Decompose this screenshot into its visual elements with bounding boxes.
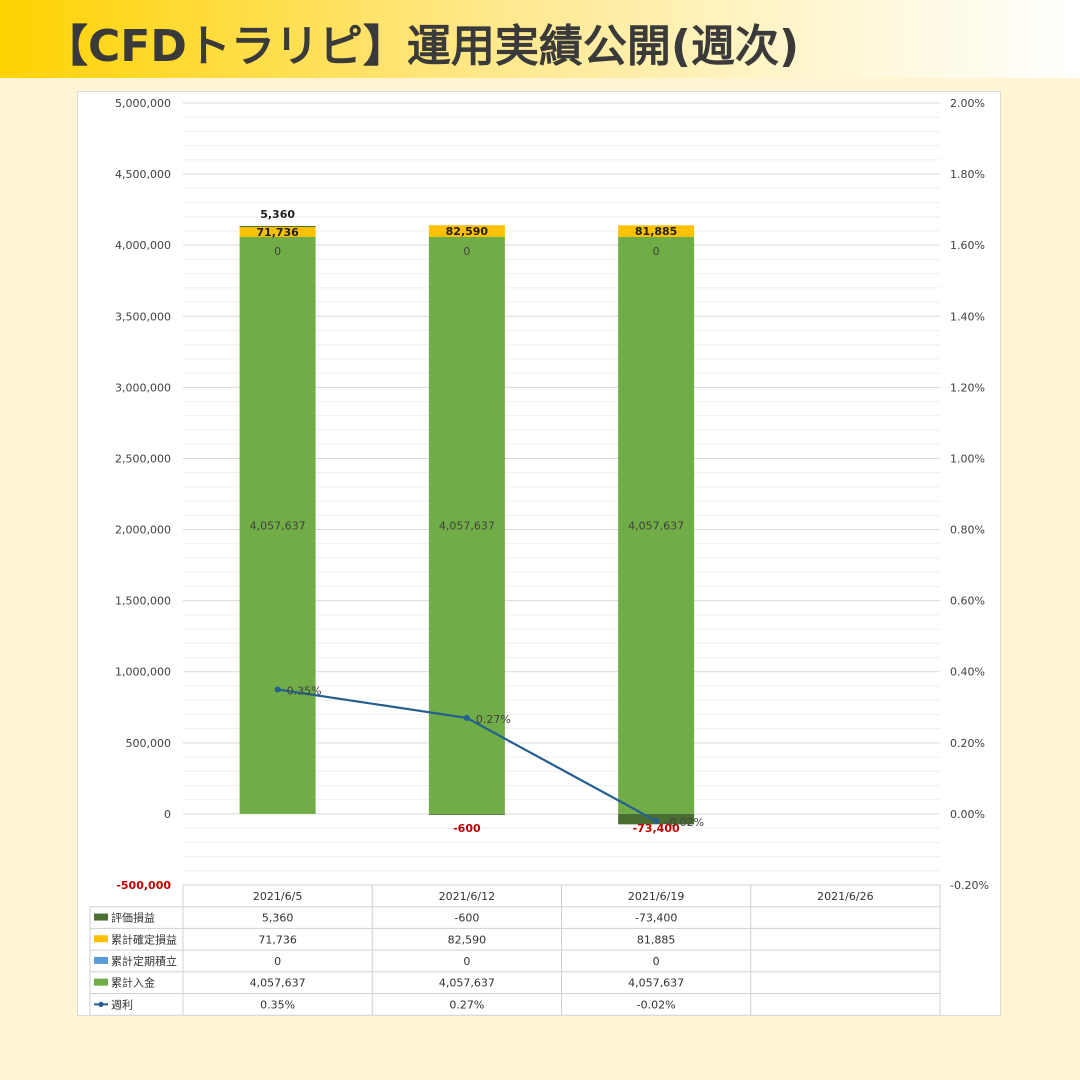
legend-series-name: 累計入金 [111,976,155,990]
right-axis-tick-label: 0.80% [950,524,985,537]
table-cell-value: 0 [463,955,470,968]
data-label-hyouka: 5,360 [260,208,295,221]
data-label-nyukin: 4,057,637 [628,519,684,532]
left-axis-tick-label: 1,000,000 [115,666,171,679]
data-label-teiki: 0 [653,245,660,258]
table-cell-value: 0 [274,955,281,968]
right-axis-tick-label: 0.60% [950,595,985,608]
right-axis-tick-label: 1.00% [950,452,985,465]
legend-key-swatch [94,956,108,964]
table-cell-value: 0.35% [260,998,295,1011]
x-axis-category-label: 2021/6/5 [253,890,302,903]
table-cell-value: -73,400 [635,912,677,925]
right-axis-tick-label: 2.00% [950,97,985,110]
data-label-kakutei: 81,885 [635,225,677,238]
table-cell-value: 0.27% [449,998,484,1011]
data-label-hyouka: -73,400 [633,822,680,835]
table-cell-value: 4,057,637 [439,977,495,990]
bar-nyukin [239,236,316,814]
data-label-nyukin: 4,057,637 [439,519,495,532]
x-axis-category-label: 2021/6/12 [439,890,495,903]
table-cell-value: 0 [653,955,660,968]
legend-key-marker [98,1001,104,1007]
data-label-shuuri: -0.02% [665,816,704,829]
bar-hyouka [239,226,316,228]
line-point-shuuri [463,714,470,721]
x-axis-category-label: 2021/6/19 [628,890,684,903]
right-axis-tick-label: 1.80% [950,168,985,181]
table-cell-value: -0.02% [637,998,676,1011]
header-banner: 【CFDトラリピ】運用実績公開(週次) [0,0,1080,78]
weekly-performance-chart: -500,000 0 500,000 1,000,000 1,500,000 2,000,… [89,97,989,1015]
chart-card: -500,000 0 500,000 1,000,000 1,500,000 2,000,… [77,91,1001,1016]
left-axis-tick-label: 1,500,000 [115,595,171,608]
left-axis-tick-label: 5,000,000 [115,97,171,110]
left-axis-tick-label: 4,000,000 [115,239,171,252]
x-axis-category-label: 2021/6/26 [817,890,873,903]
left-axis-tick-label: 500,000 [126,737,172,750]
legend-key-swatch [94,935,108,943]
left-axis-tick-label: 3,000,000 [115,381,171,394]
left-axis-tick-label: 2,500,000 [115,452,171,465]
bar-kakutei [618,225,695,237]
line-point-shuuri [653,818,660,825]
right-axis-tick-label: -0.20% [950,879,989,892]
data-label-kakutei: 71,736 [256,226,299,239]
legend-key-swatch [94,913,108,921]
data-label-kakutei: 82,590 [446,225,489,238]
right-axis-tick-label: 0.20% [950,737,985,750]
legend-series-name: 累計定期積立 [111,954,177,968]
data-label-hyouka: -600 [453,822,481,835]
data-label-teiki: 0 [463,245,470,258]
bar-kakutei [239,226,316,237]
right-axis-tick-label: 0.40% [950,666,985,679]
table-cell-value: 4,057,637 [628,977,684,990]
left-axis-tick-label: 4,500,000 [115,168,171,181]
right-axis-tick-label: 1.40% [950,310,985,323]
bar-kakutei [428,225,505,237]
legend-series-name: 週利 [111,998,133,1011]
page-title: 【CFDトラリピ】運用実績公開(週次) [44,21,800,72]
data-label-shuuri: 0.35% [287,685,322,698]
data-label-nyukin: 4,057,637 [250,519,306,532]
data-label-shuuri: 0.27% [476,713,511,726]
legend-series-name: 評価損益 [111,911,155,925]
table-cell-value: 71,736 [258,933,297,946]
bar-nyukin [618,236,695,814]
legend-series-name: 累計確定損益 [111,932,177,946]
table-cell-value: 5,360 [262,912,294,925]
left-axis-tick-label: 3,500,000 [115,310,171,323]
table-cell-value: 4,057,637 [250,977,306,990]
left-axis-tick-label: 0 [164,808,171,821]
right-axis-tick-label: 1.60% [950,239,985,252]
table-cell-value: 82,590 [448,933,487,946]
bar-hyouka [428,813,505,815]
left-axis-tick-label: 2,000,000 [115,524,171,537]
table-cell-value: -600 [454,912,479,925]
legend-key-swatch [94,978,108,986]
right-axis-tick-label: 0.00% [950,808,985,821]
table-cell-value: 81,885 [637,933,676,946]
right-axis-tick-label: 1.20% [950,381,985,394]
data-label-teiki: 0 [274,245,281,258]
left-axis-tick-label: -500,000 [116,879,171,892]
line-point-shuuri [274,686,281,693]
